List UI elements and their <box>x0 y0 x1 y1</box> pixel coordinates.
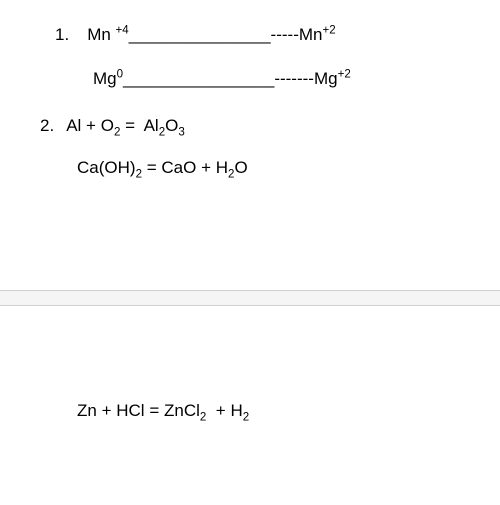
question-number-2: 2. <box>40 116 54 135</box>
reactant-al: Al <box>66 116 81 135</box>
charge-mg-right: +2 <box>338 68 351 80</box>
blank-line-1: _______________ <box>129 25 271 44</box>
product-h: H <box>230 401 242 420</box>
species-mg-left: Mg <box>93 69 117 88</box>
product-o: O <box>165 116 178 135</box>
question-number-1: 1. <box>55 25 69 44</box>
plus-sign: + <box>102 401 112 420</box>
reactant-hcl: HCl <box>116 401 144 420</box>
reactant-zn: Zn <box>77 401 97 420</box>
species-mg-right: Mg <box>314 69 338 88</box>
product-o-tail: O <box>234 158 247 177</box>
product-cao: CaO <box>161 158 196 177</box>
blank-line-2: ________________ <box>123 69 274 88</box>
species-mn-left: Mn <box>87 25 111 44</box>
sub-o2: 2 <box>114 126 120 138</box>
plus-sign: + <box>86 116 96 135</box>
equals-sign: = <box>147 158 157 177</box>
sub-caoh2: 2 <box>136 168 142 180</box>
equals-sign: = <box>149 401 159 420</box>
question-2-equation-2: Ca(OH)2 = CaO + H2O <box>77 155 460 181</box>
species-mn-right: Mn <box>299 25 323 44</box>
question-1-line-2: Mg0________________-------Mg+2 <box>93 66 460 92</box>
charge-mn-left: +4 <box>116 24 129 36</box>
product-al: Al <box>144 116 159 135</box>
product-zncl: ZnCl <box>164 401 200 420</box>
product-h: H <box>216 158 228 177</box>
sub-h2: 2 <box>243 411 249 423</box>
reactant-caoh: Ca(OH) <box>77 158 136 177</box>
arrow-dashes-2: ------- <box>274 69 314 88</box>
reactant-o: O <box>101 116 114 135</box>
question-2-equation-1: 2.Al + O2 = Al2O3 <box>40 113 460 139</box>
plus-sign: + <box>201 158 211 177</box>
plus-sign: + <box>216 401 226 420</box>
sub-o3: 3 <box>178 126 184 138</box>
question-1-line-1: 1.Mn +4_______________-----Mn+2 <box>55 22 460 48</box>
charge-mn-right: +2 <box>322 24 335 36</box>
question-3-equation: Zn + HCl = ZnCl2 + H2 <box>77 398 249 424</box>
arrow-dashes-1: ----- <box>271 25 299 44</box>
page-separator <box>0 290 500 306</box>
equals-sign: = <box>125 116 135 135</box>
sub-zncl2: 2 <box>200 411 206 423</box>
worksheet-content: 1.Mn +4_______________-----Mn+2 Mg0_____… <box>0 0 500 200</box>
